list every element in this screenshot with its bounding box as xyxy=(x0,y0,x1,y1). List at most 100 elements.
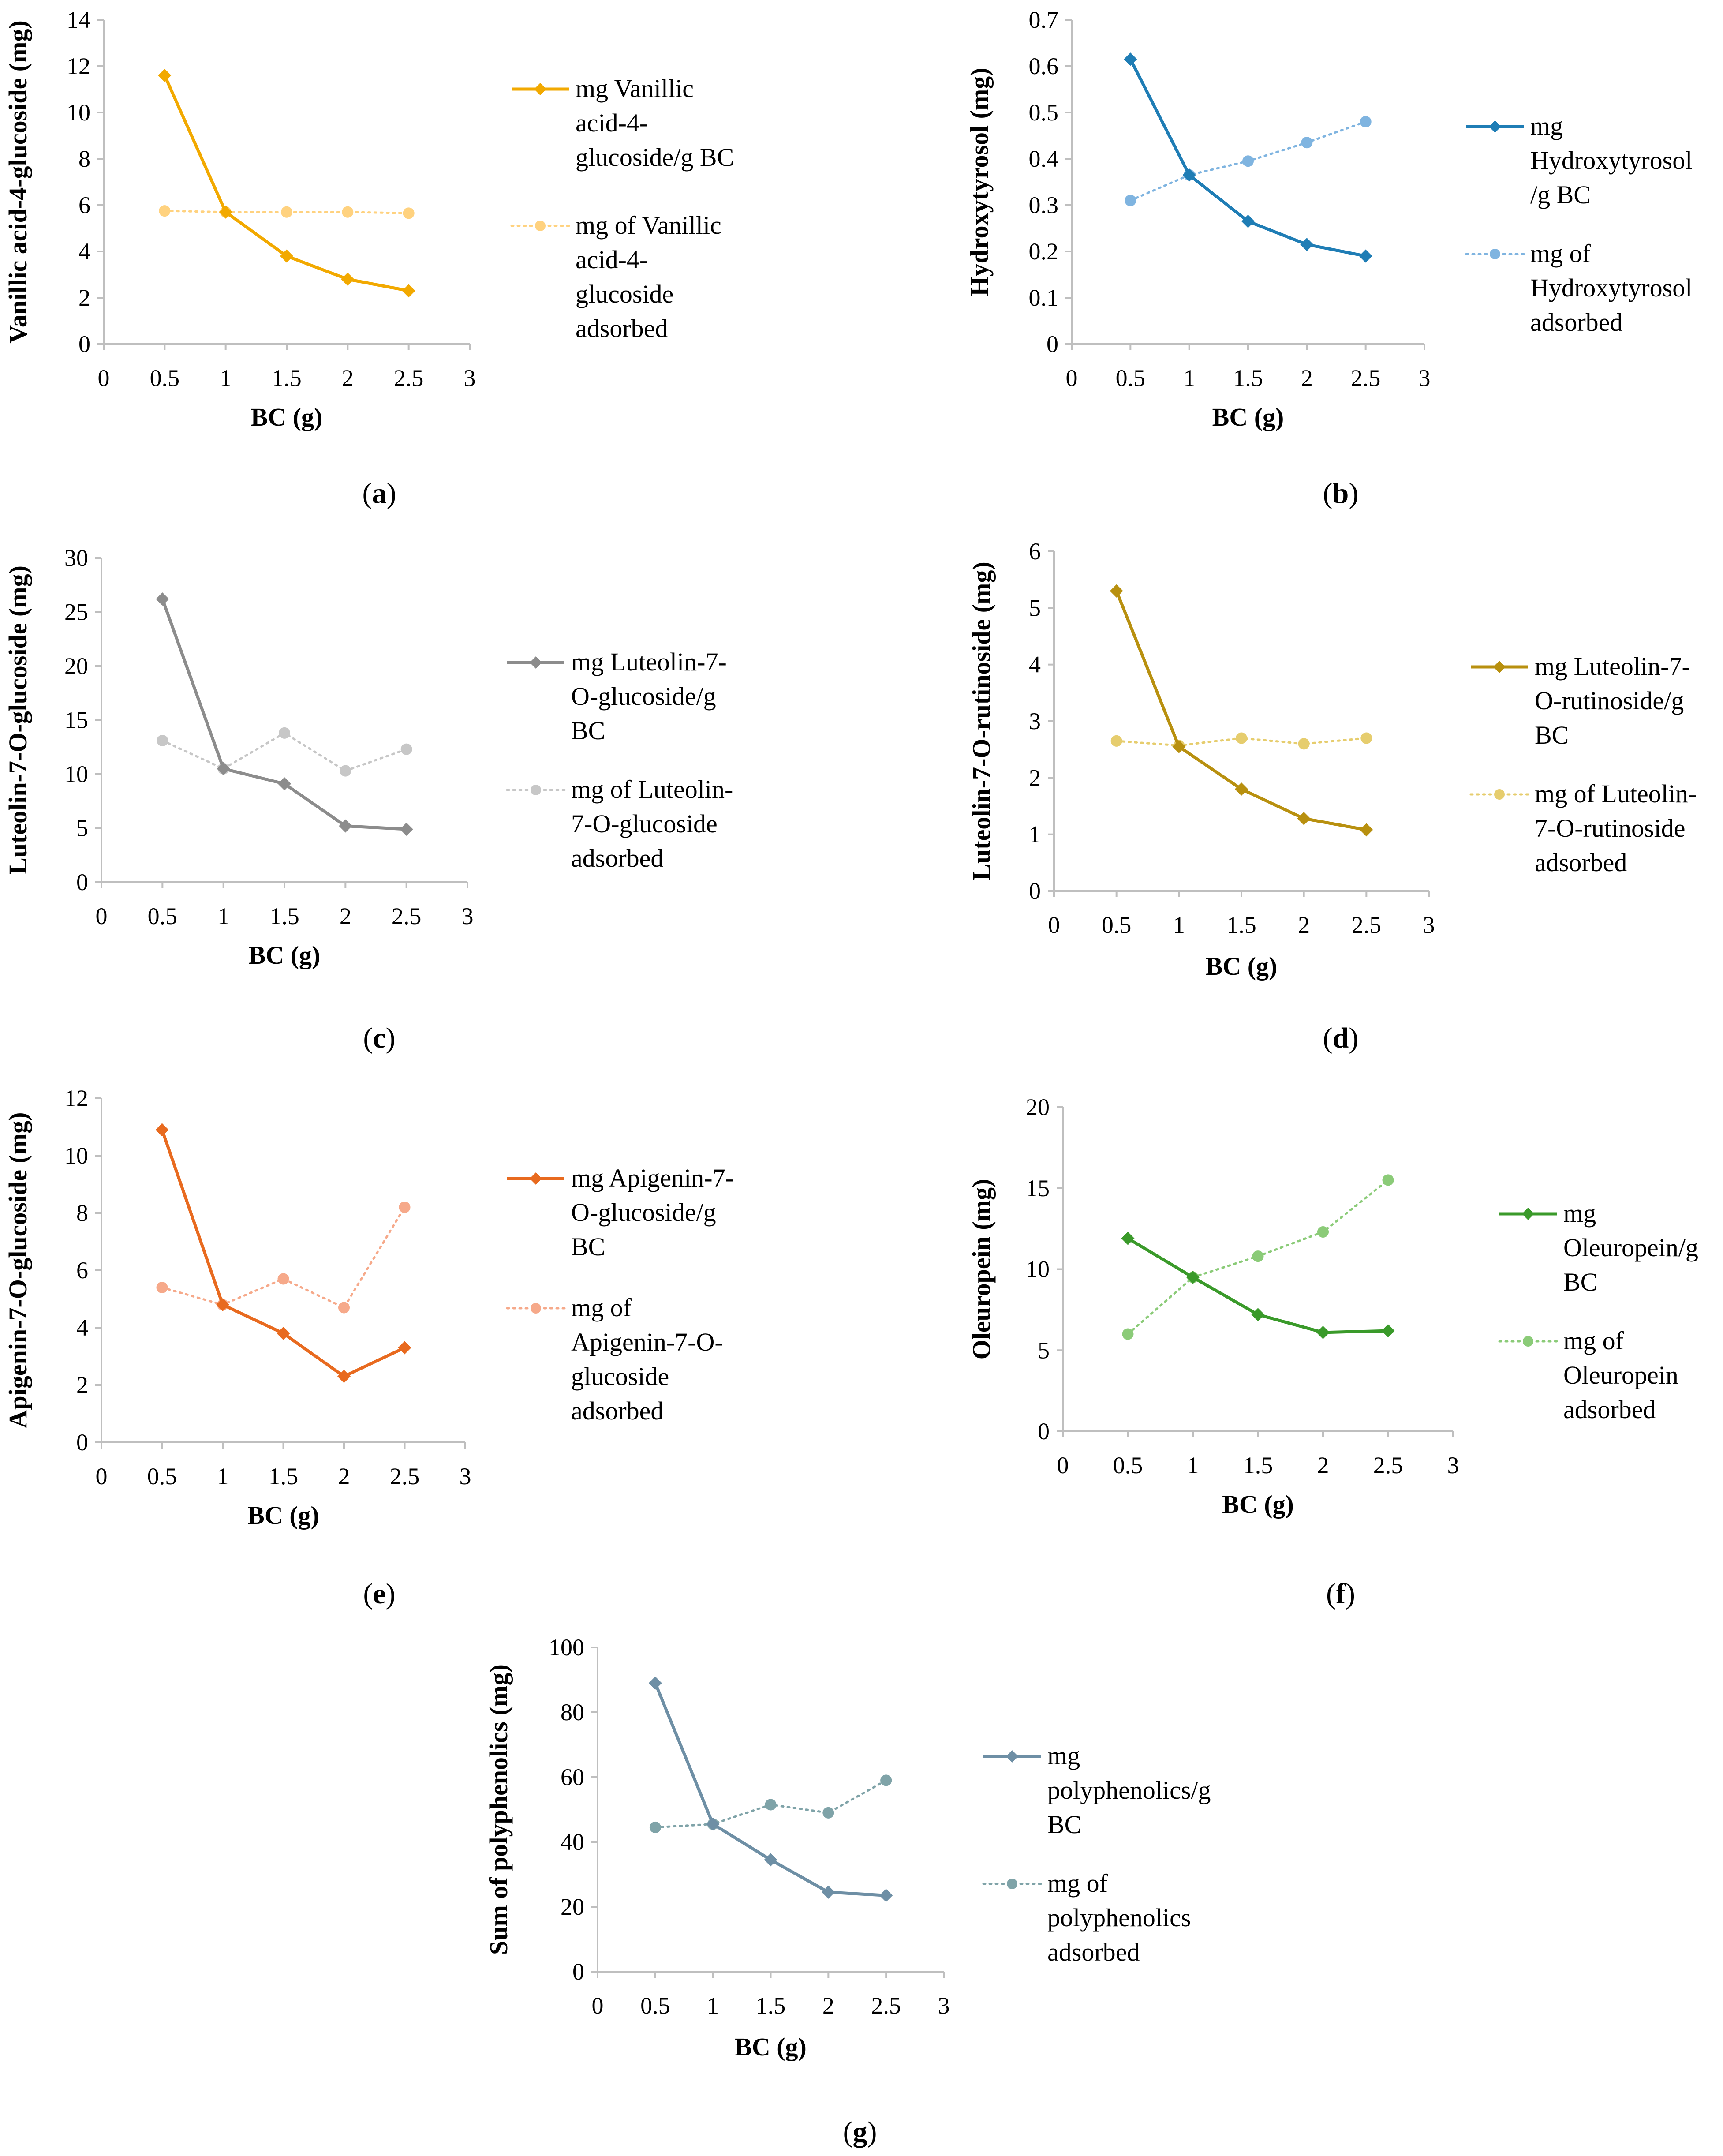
x-tick-label: 1 xyxy=(220,365,232,391)
data-point-circle xyxy=(1382,1174,1394,1186)
data-point-diamond xyxy=(1316,1325,1330,1339)
x-tick-label: 3 xyxy=(1419,365,1431,391)
series-adsorbed xyxy=(649,1774,892,1833)
x-tick-label: 0.5 xyxy=(1116,365,1146,391)
legend-entry: mg Apigenin-7- O-glucoside/g BC xyxy=(507,1164,734,1261)
data-point-diamond xyxy=(706,1817,720,1831)
legend-text: mg Luteolin-7- xyxy=(1535,652,1690,681)
legend-entry: mg of Apigenin-7-O-glucoside adsorbed xyxy=(506,1293,723,1425)
legend-text: O-glucoside/g xyxy=(571,682,716,711)
data-point-circle xyxy=(1125,195,1136,206)
data-point-diamond xyxy=(1300,238,1314,251)
panel-a: 0 2 4 6 8 10 12 14 0 0.5 1 1.5 2 2.5 3 BC (g) Vanillic a… xyxy=(4,7,734,509)
x-axis-title: BC (g) xyxy=(247,1501,319,1530)
data-point-circle xyxy=(342,206,354,218)
y-axis-title: Apigenin-7-O-glucoside (mg) xyxy=(4,1112,32,1429)
data-point-diamond xyxy=(277,1327,290,1340)
data-point-diamond xyxy=(156,592,169,606)
legend-text: /g BC xyxy=(1530,180,1591,209)
legend: mg Vanillic acid-4- glucoside/g BC mg of Va… xyxy=(510,74,734,343)
x-axis-title: BC (g) xyxy=(251,403,323,431)
x-tick-label: 2.5 xyxy=(1373,1452,1403,1479)
panel-label: (g) xyxy=(843,2116,877,2148)
legend-text: BC xyxy=(1047,1810,1081,1839)
x-tick-label: 2 xyxy=(1317,1452,1329,1479)
y-tick-label: 0.7 xyxy=(1029,7,1059,33)
data-point-diamond xyxy=(280,249,293,263)
y-axis-title: Luteolin-7-O-glucoside (mg) xyxy=(4,565,32,875)
y-tick-label: 12 xyxy=(64,1085,88,1112)
legend-text: adsorbed xyxy=(571,1396,663,1425)
legend-text: Oleuropein/g xyxy=(1563,1233,1698,1262)
panel-label: (c) xyxy=(363,1022,395,1054)
legend-text: Oleuropein xyxy=(1563,1361,1678,1389)
x-tick-label: 1 xyxy=(217,1463,229,1490)
y-tick-label: 1 xyxy=(1029,821,1041,848)
x-axis-title: BC (g) xyxy=(1222,1490,1294,1519)
panel-d: 0 1 2 3 4 5 6 0 0.5 1 1.5 2 2.5 3 BC (g) Luteolin-7-O-r… xyxy=(967,538,1697,1054)
y-tick-label: 15 xyxy=(64,707,88,734)
legend-swatch-marker xyxy=(1006,1750,1018,1763)
legend-swatch-marker xyxy=(1493,661,1506,673)
y-tick-label: 2 xyxy=(1029,764,1041,791)
x-tick-label: 3 xyxy=(938,1992,950,2019)
panel-c: 0 5 10 15 20 25 30 0 0.5 1 1.5 2 2.5 3 BC (g) Luteolin-… xyxy=(4,545,733,1054)
data-point-diamond xyxy=(278,777,291,791)
data-point-circle xyxy=(1110,735,1122,747)
x-axis-title: BC (g) xyxy=(249,941,321,969)
x-tick-label: 1.5 xyxy=(1233,365,1263,391)
legend-text: Hydroxytyrosol xyxy=(1530,146,1692,175)
legend-text: adsorbed xyxy=(1563,1395,1656,1424)
series-line xyxy=(163,210,410,214)
data-point-diamond xyxy=(822,1885,835,1899)
series-adsorbed xyxy=(157,727,412,777)
legend-text: glucoside xyxy=(576,280,673,308)
x-axis-title: BC (g) xyxy=(1206,952,1278,981)
legend-swatch-marker xyxy=(530,656,542,669)
legend: mg Luteolin-7- O-rutinoside/g BC mg of Lute… xyxy=(1469,652,1697,877)
y-tick-label: 0.6 xyxy=(1029,53,1059,79)
y-axis-title: Vanillic acid-4-glucoside (mg) xyxy=(4,20,32,344)
y-tick-label: 2 xyxy=(76,1372,88,1398)
x-tick-label: 2 xyxy=(342,365,354,391)
y-tick-label: 6 xyxy=(78,192,90,218)
y-tick-label: 6 xyxy=(76,1257,88,1284)
legend-entry: mg Luteolin-7- O-rutinoside/g BC xyxy=(1471,652,1690,749)
legend-text: adsorbed xyxy=(571,844,663,872)
x-tick-label: 1.5 xyxy=(1243,1452,1273,1479)
y-tick-label: 10 xyxy=(64,761,88,787)
legend-swatch-marker xyxy=(1522,1208,1534,1220)
data-point-diamond xyxy=(1124,52,1137,66)
x-axis-title: BC (g) xyxy=(735,2032,807,2061)
legend-swatch-marker xyxy=(531,785,541,795)
data-point-circle xyxy=(765,1799,777,1811)
data-point-diamond xyxy=(879,1889,893,1902)
y-tick-label: 0 xyxy=(1047,331,1058,357)
legend: mg polyphenolics/g BC mg of polyphenolics ads… xyxy=(982,1741,1211,1966)
legend: mg Hydroxytyrosol/g BC mg of Hydroxytyrosol… xyxy=(1465,112,1692,337)
y-tick-label: 0 xyxy=(76,869,88,895)
legend-text: BC xyxy=(571,716,605,745)
data-point-circle xyxy=(1236,732,1247,744)
y-tick-label: 14 xyxy=(67,7,90,33)
series-per-g-bc xyxy=(648,1676,893,1902)
legend-swatch-marker xyxy=(534,83,546,95)
legend-swatch-marker xyxy=(535,221,546,231)
legend-text: mg of Vanillic xyxy=(576,211,721,240)
data-point-circle xyxy=(1301,137,1313,149)
data-point-diamond xyxy=(216,1298,229,1311)
legend-text: Hydroxytyrosol xyxy=(1530,273,1692,302)
x-tick-label: 2.5 xyxy=(1352,912,1382,938)
x-tick-label: 1 xyxy=(1173,912,1185,938)
data-point-circle xyxy=(1242,155,1254,167)
y-tick-label: 0.4 xyxy=(1029,146,1059,172)
data-point-circle xyxy=(1122,1328,1134,1340)
y-tick-label: 12 xyxy=(67,53,90,79)
data-point-circle xyxy=(403,207,415,219)
y-tick-label: 2 xyxy=(78,284,90,311)
legend-entry: mg of Oleuropein adsorbed xyxy=(1498,1326,1678,1424)
x-tick-label: 0.5 xyxy=(1102,912,1132,938)
y-tick-label: 0 xyxy=(76,1429,88,1456)
panel-label: (f) xyxy=(1326,1578,1355,1610)
y-tick-label: 8 xyxy=(78,146,90,172)
